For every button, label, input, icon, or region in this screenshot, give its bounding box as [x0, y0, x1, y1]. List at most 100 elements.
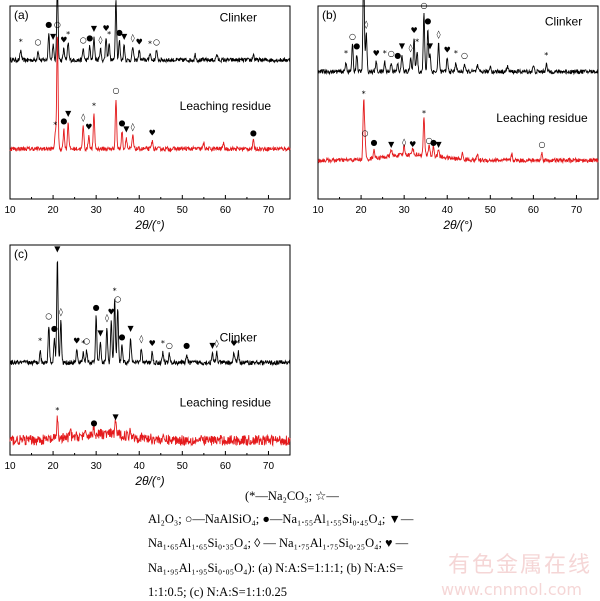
x-tick-label: 60: [220, 205, 232, 216]
x-tick-label: 50: [485, 205, 497, 216]
phase-marker: *: [113, 286, 117, 295]
x-tick-label: 20: [356, 205, 368, 216]
phase-marker: ▼: [123, 124, 130, 133]
phase-marker: ○: [54, 20, 61, 29]
phase-marker: ●: [430, 138, 437, 147]
phase-marker: ○: [83, 337, 90, 346]
phase-marker: ▼: [121, 32, 128, 41]
phase-marker: ○: [388, 49, 395, 58]
phase-marker: ◊: [81, 113, 85, 122]
x-tick-label: 70: [263, 461, 275, 472]
phase-marker: ○: [426, 136, 433, 145]
legend-line-1: (*—Na₂CO₃; ☆—: [245, 489, 339, 503]
phase-marker: ♥: [102, 24, 109, 33]
phase-marker: ▼: [97, 328, 104, 337]
phase-marker: ○: [539, 140, 546, 149]
legend-line-3: Na₁.₆₅Al₁.₆₅Si₀.₃₅O₄; ◊ — Na₁.₇₅Al₁.₇₅Si…: [148, 536, 409, 550]
phase-marker: ○: [112, 86, 119, 95]
phase-marker: *: [362, 90, 366, 99]
phase-marker: *: [454, 49, 458, 58]
phase-marker: ●: [183, 341, 190, 350]
phase-marker: ▼: [128, 324, 135, 333]
phase-marker: ♥: [60, 36, 67, 45]
phase-marker: ●: [86, 34, 93, 43]
x-tick-label: 10: [4, 461, 16, 472]
phase-marker: *: [236, 339, 240, 348]
series-leaching-residue: [9, 36, 291, 153]
x-tick-label: 30: [91, 461, 103, 472]
watermark-url: www.cnnmol.com: [440, 580, 582, 599]
phase-marker: *: [422, 109, 426, 118]
series-label: Clinker: [220, 10, 257, 24]
plot-frame: [9, 244, 291, 456]
legend-line-4: Na₁.₉₅Al₁.₉₅Si₀.₀₅O₄): (a) N:A:S=1:1:1; …: [148, 561, 404, 575]
series-clinker: [9, 260, 291, 367]
phase-marker: ●: [91, 419, 98, 428]
watermark-text: 有色金属在线: [447, 553, 592, 578]
x-tick-label: 70: [263, 205, 275, 216]
phase-marker: ♥: [410, 26, 417, 35]
plot-frame: [317, 5, 599, 200]
phase-marker: ▼: [209, 341, 216, 350]
phase-marker: ●: [353, 41, 360, 50]
phase-marker: ◊: [402, 138, 406, 147]
panel-label: (b): [322, 8, 337, 22]
phase-marker: ○: [420, 1, 427, 10]
x-tick-label: 50: [177, 461, 189, 472]
phase-marker: ◊: [437, 30, 441, 39]
phase-marker: ◊: [409, 43, 413, 52]
x-axis-label: 2θ/(°): [442, 218, 472, 232]
x-axis-label: 2θ/(°): [134, 474, 164, 488]
series-label: Leaching residue: [496, 111, 588, 125]
phase-marker: ♥: [73, 337, 80, 346]
panel-b: (b)102030405060702θ/(°)*○●▼◊♥*○●▼◊♥*○●▼◊…: [312, 0, 599, 232]
phase-marker: ♥: [136, 38, 143, 47]
phase-marker: ◊: [131, 123, 135, 132]
phase-marker: ◊: [59, 307, 63, 316]
x-tick-label: 70: [571, 205, 583, 216]
legend-line-5: 1:1:0.5; (c) N:A:S=1:1:0.25: [148, 585, 287, 599]
phase-marker: ◊: [364, 20, 368, 29]
phase-marker: ◊: [131, 34, 135, 43]
series-leaching-residue: [9, 415, 291, 448]
phase-marker: *: [19, 38, 23, 47]
phase-marker: *: [66, 30, 70, 39]
phase-marker: ●: [45, 20, 52, 29]
phase-marker: ○: [349, 32, 356, 41]
phase-marker: ♥: [373, 49, 380, 58]
phase-marker: ▼: [112, 412, 119, 421]
x-tick-label: 60: [528, 205, 540, 216]
series-label: Leaching residue: [180, 396, 272, 410]
phase-marker: ●: [51, 324, 58, 333]
phase-marker: *: [415, 38, 419, 47]
x-tick-label: 60: [220, 461, 232, 472]
series-clinker: [9, 0, 291, 64]
phase-marker: ●: [394, 51, 401, 60]
series-label: Clinker: [220, 331, 257, 345]
phase-marker: ●: [60, 117, 67, 126]
plot-frame: [9, 5, 291, 200]
phase-marker: ●: [424, 16, 431, 25]
series-leaching-residue: [317, 99, 599, 165]
phase-marker: ◊: [98, 36, 102, 45]
series-clinker: [317, 0, 599, 76]
phase-marker: ○: [45, 312, 52, 321]
phase-marker: *: [161, 339, 165, 348]
phase-marker: ▼: [436, 140, 443, 149]
phase-marker: ▼: [399, 41, 406, 50]
phase-marker: ●: [119, 119, 126, 128]
phase-marker: ◊: [215, 339, 219, 348]
phase-marker: ♥: [149, 128, 156, 137]
panel-label: (a): [14, 8, 29, 22]
phase-marker: ♥: [230, 339, 237, 348]
phase-marker: *: [107, 30, 111, 39]
phase-marker: ♥: [409, 140, 416, 149]
panel-label: (c): [14, 247, 28, 261]
phase-marker: ▼: [91, 24, 98, 33]
x-tick-label: 10: [312, 205, 324, 216]
phase-marker: ▼: [50, 32, 57, 41]
phase-marker: *: [53, 121, 57, 130]
phase-marker: ♥: [108, 307, 115, 316]
x-tick-label: 20: [48, 205, 60, 216]
